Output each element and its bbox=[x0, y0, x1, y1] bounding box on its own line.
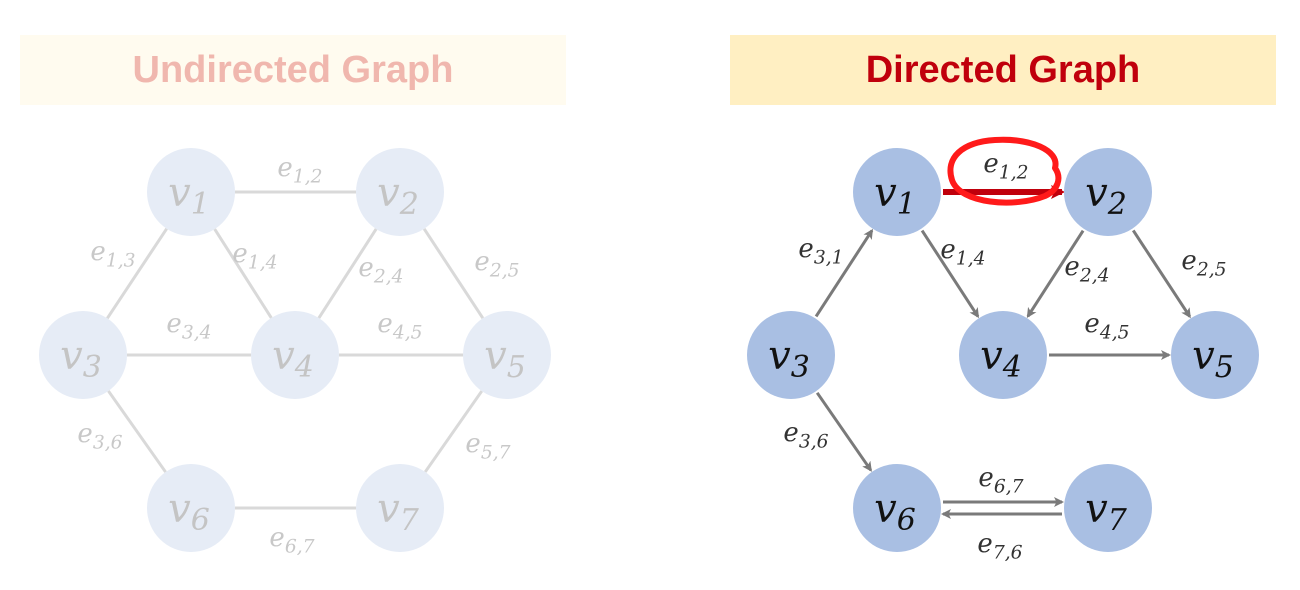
undirected-graph-title: Undirected Graph bbox=[20, 35, 566, 105]
directed-node-label-v2: v2 bbox=[1085, 170, 1127, 222]
undirected-edge-1-3 bbox=[106, 227, 168, 320]
directed-node-circle-v2 bbox=[1064, 148, 1152, 236]
undirected-edge-label-1-4: e1,4 bbox=[232, 239, 277, 274]
undirected-node-v3: v3 bbox=[39, 311, 127, 399]
undirected-node-circle-v6 bbox=[147, 464, 235, 552]
directed-edge-label-3-1: e3,1 bbox=[798, 234, 843, 269]
undirected-edge-label-5-7: e5,7 bbox=[465, 429, 510, 464]
undirected-node-circle-v5 bbox=[463, 311, 551, 399]
directed-edge-label-6-7: e6,7 bbox=[978, 463, 1023, 498]
undirected-edge-label-1-3: e1,3 bbox=[90, 237, 135, 272]
undirected-node-circle-v4 bbox=[251, 311, 339, 399]
undirected-node-label-v1: v1 bbox=[168, 170, 210, 222]
directed-node-label-v7: v7 bbox=[1085, 486, 1128, 538]
undirected-edge-2-5 bbox=[422, 227, 485, 320]
directed-edge-1-4 bbox=[920, 229, 980, 319]
directed-node-circle-v6 bbox=[853, 464, 941, 552]
directed-edge-label-1-2: e1,2 bbox=[983, 149, 1028, 184]
undirected-edge-label-3-6: e3,6 bbox=[77, 419, 122, 454]
directed-node-v2: v2 bbox=[1064, 148, 1152, 236]
undirected-node-label-v5: v5 bbox=[484, 333, 526, 385]
undirected-edge-1-4 bbox=[213, 228, 273, 319]
undirected-edge-label-1-2: e1,2 bbox=[277, 153, 322, 188]
undirected-node-v4: v4 bbox=[251, 311, 339, 399]
undirected-node-label-v3: v3 bbox=[60, 333, 102, 385]
directed-node-v7: v7 bbox=[1064, 464, 1152, 552]
directed-node-circle-v5 bbox=[1171, 311, 1259, 399]
undirected-node-label-v2: v2 bbox=[377, 170, 419, 222]
directed-node-v5: v5 bbox=[1171, 311, 1259, 399]
undirected-node-v6: v6 bbox=[147, 464, 235, 552]
undirected-node-label-v6: v6 bbox=[168, 486, 210, 538]
directed-node-circle-v7 bbox=[1064, 464, 1152, 552]
directed-node-label-v4: v4 bbox=[980, 333, 1022, 385]
directed-edge-label-4-5: e4,5 bbox=[1084, 309, 1129, 344]
undirected-edges: e1,2 e1,3 e1,4 e2,4 e2,5 e3,4 e4,5 e3,6 e5,7 e6,7 bbox=[77, 153, 519, 558]
highlight-annotation bbox=[947, 136, 1062, 206]
directed-node-label-v6: v6 bbox=[874, 486, 916, 538]
undirected-nodes: v1 v2 v3 v4 v5 v6 v7 bbox=[39, 148, 551, 552]
undirected-node-v2: v2 bbox=[356, 148, 444, 236]
directed-node-label-v1: v1 bbox=[874, 170, 916, 222]
directed-node-circle-v3 bbox=[747, 311, 835, 399]
directed-node-v4: v4 bbox=[959, 311, 1047, 399]
undirected-node-label-v7: v7 bbox=[377, 486, 420, 538]
directed-node-v6: v6 bbox=[853, 464, 941, 552]
directed-edge-label-3-6: e3,6 bbox=[783, 418, 828, 453]
undirected-node-v1: v1 bbox=[147, 148, 235, 236]
directed-edge-3-1 bbox=[814, 228, 874, 318]
undirected-node-circle-v1 bbox=[147, 148, 235, 236]
directed-node-circle-v4 bbox=[959, 311, 1047, 399]
directed-edge-label-2-5: e2,5 bbox=[1181, 246, 1226, 281]
directed-edges: e1,2 e3,1 e1,4 e2,4 e2,5 e4,5 e3,6 e6,7 e7,6 bbox=[783, 149, 1226, 564]
directed-nodes: v1 v2 v3 v4 v5 v6 v7 bbox=[747, 148, 1259, 552]
undirected-edge-5-7 bbox=[423, 390, 484, 473]
undirected-node-circle-v7 bbox=[356, 464, 444, 552]
directed-node-circle-v1 bbox=[853, 148, 941, 236]
undirected-edge-label-2-4: e2,4 bbox=[358, 253, 403, 288]
undirected-edge-2-4 bbox=[317, 228, 378, 319]
directed-node-label-v5: v5 bbox=[1192, 333, 1234, 385]
directed-node-v3: v3 bbox=[747, 311, 835, 399]
directed-node-v1: v1 bbox=[853, 148, 941, 236]
directed-edge-3-6 bbox=[815, 391, 873, 472]
directed-edge-label-7-6: e7,6 bbox=[977, 529, 1022, 564]
undirected-edge-label-6-7: e6,7 bbox=[269, 523, 314, 558]
undirected-edge-3-6 bbox=[107, 390, 167, 473]
directed-edge-2-5 bbox=[1131, 229, 1192, 319]
undirected-node-label-v4: v4 bbox=[272, 333, 314, 385]
undirected-edge-label-3-4: e3,4 bbox=[166, 309, 211, 344]
directed-graph-title: Directed Graph bbox=[730, 35, 1276, 105]
undirected-node-circle-v2 bbox=[356, 148, 444, 236]
undirected-node-circle-v3 bbox=[39, 311, 127, 399]
undirected-node-v5: v5 bbox=[463, 311, 551, 399]
directed-node-label-v3: v3 bbox=[768, 333, 810, 385]
undirected-edge-label-2-5: e2,5 bbox=[474, 247, 519, 282]
directed-edge-2-4 bbox=[1026, 229, 1085, 319]
directed-edge-label-2-4: e2,4 bbox=[1064, 252, 1109, 287]
highlight-circle bbox=[947, 136, 1062, 206]
undirected-edge-label-4-5: e4,5 bbox=[377, 309, 422, 344]
directed-edge-label-1-4: e1,4 bbox=[940, 235, 985, 270]
undirected-node-v7: v7 bbox=[356, 464, 444, 552]
